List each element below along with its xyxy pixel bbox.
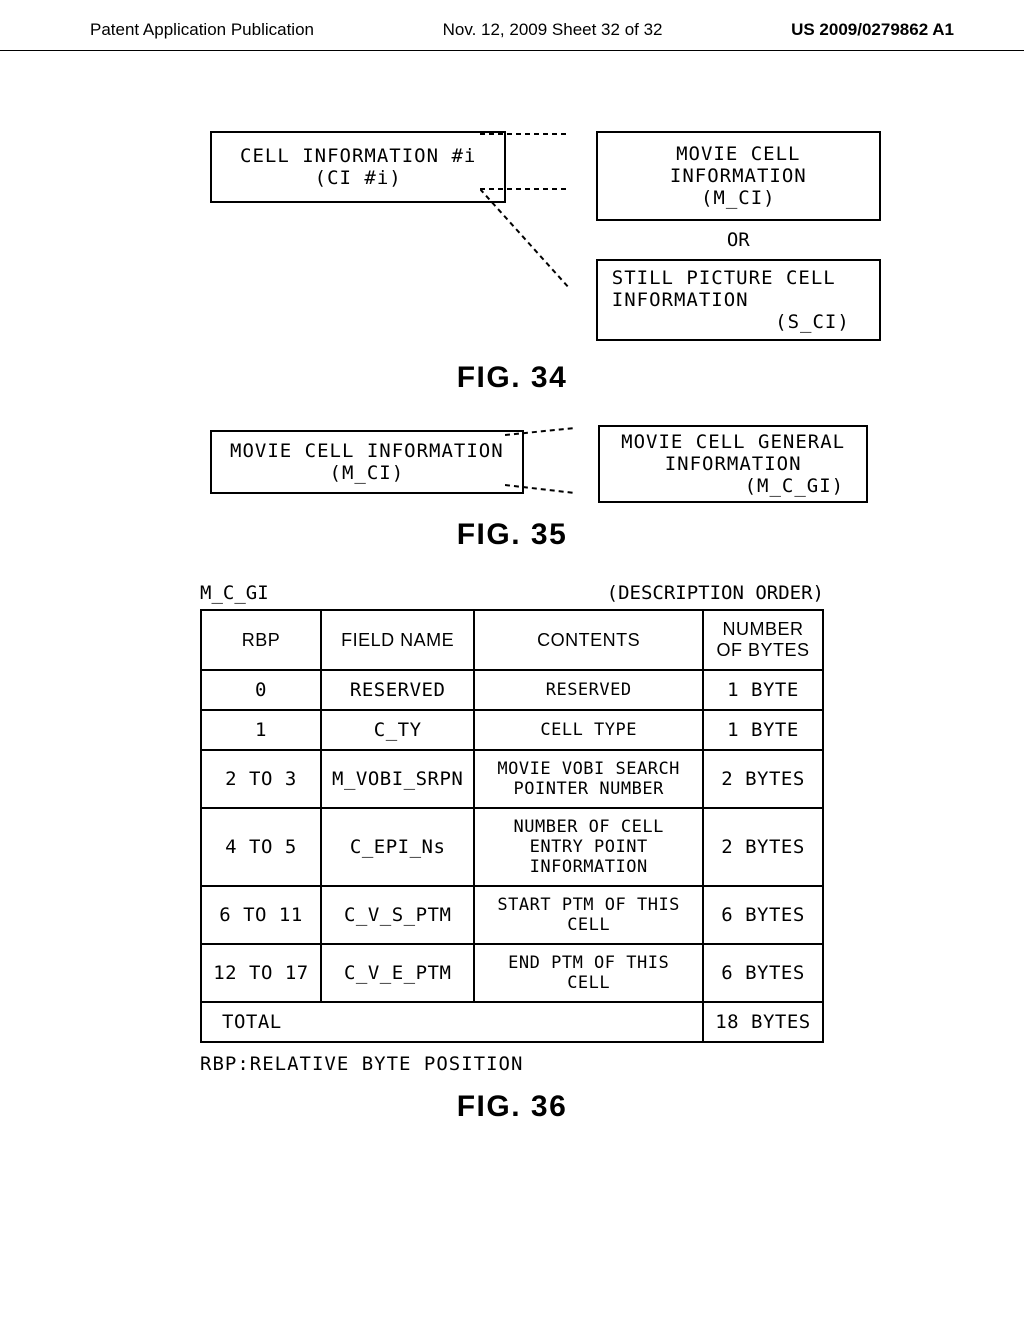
cell-bytes: 6 BYTES	[703, 944, 823, 1002]
table-order-label: (DESCRIPTION ORDER)	[607, 582, 824, 604]
table-row: 6 TO 11 C_V_S_PTM START PTM OF THIS CELL…	[201, 886, 823, 944]
table-row: 12 TO 17 C_V_E_PTM END PTM OF THIS CELL …	[201, 944, 823, 1002]
cell-bytes: 2 BYTES	[703, 808, 823, 886]
table-header-row: RBP FIELD NAME CONTENTS NUMBER OF BYTES	[201, 610, 823, 670]
col-rbp-header: RBP	[201, 610, 321, 670]
cell-contents: END PTM OF THIS CELL	[474, 944, 703, 1002]
table-row: 1 C_TY CELL TYPE 1 BYTE	[201, 710, 823, 750]
mcgi-table: RBP FIELD NAME CONTENTS NUMBER OF BYTES …	[200, 609, 824, 1043]
cell-rbp: 6 TO 11	[201, 886, 321, 944]
cell-contents: START PTM OF THIS CELL	[474, 886, 703, 944]
fig34-right-boxes: MOVIE CELL INFORMATION (M_CI) OR STILL P…	[596, 131, 881, 341]
table-total-row: TOTAL 18 BYTES	[201, 1002, 823, 1042]
cell-contents: CELL TYPE	[474, 710, 703, 750]
still-picture-cell-box: STILL PICTURE CELL INFORMATION (S_CI)	[596, 259, 881, 341]
movie-cell-info-box-35: MOVIE CELL INFORMATION (M_CI)	[210, 430, 524, 494]
content-area: CELL INFORMATION #i (CI #i) MOVIE CELL I…	[0, 131, 1024, 1124]
table-row: 4 TO 5 C_EPI_Ns NUMBER OF CELL ENTRY POI…	[201, 808, 823, 886]
sci-line2: INFORMATION	[612, 289, 865, 311]
table-row: 2 TO 3 M_VOBI_SRPN MOVIE VOBI SEARCH POI…	[201, 750, 823, 808]
mci35-line2: (M_CI)	[230, 462, 504, 484]
table-name-label: M_C_GI	[200, 582, 269, 604]
cell-rbp: 1	[201, 710, 321, 750]
cell-bytes: 2 BYTES	[703, 750, 823, 808]
fig35-label: FIG. 35	[90, 518, 934, 552]
movie-cell-info-box: MOVIE CELL INFORMATION (M_CI)	[596, 131, 881, 221]
sci-line3: (S_CI)	[612, 311, 865, 333]
ci-label-line2: (CI #i)	[240, 167, 476, 189]
mci-line2: (M_CI)	[612, 187, 865, 209]
table-row: 0 RESERVED RESERVED 1 BYTE	[201, 670, 823, 710]
figure-35: MOVIE CELL INFORMATION (M_CI) MOVIE CELL…	[210, 425, 934, 503]
movie-cell-general-info-box: MOVIE CELL GENERAL INFORMATION (M_C_GI)	[598, 425, 868, 503]
cell-rbp: 12 TO 17	[201, 944, 321, 1002]
ci-label-line1: CELL INFORMATION #i	[240, 145, 476, 167]
fig34-label: FIG. 34	[90, 361, 934, 395]
cell-bytes: 1 BYTE	[703, 670, 823, 710]
mcgi-line1: MOVIE CELL GENERAL	[612, 431, 854, 453]
or-separator: OR	[596, 221, 881, 259]
fig36-label: FIG. 36	[90, 1090, 934, 1124]
col-field-header: FIELD NAME	[321, 610, 474, 670]
header-publication: Patent Application Publication	[90, 20, 314, 40]
col-bytes-header: NUMBER OF BYTES	[703, 610, 823, 670]
total-label: TOTAL	[201, 1002, 703, 1042]
cell-field: C_V_S_PTM	[321, 886, 474, 944]
cell-field: M_VOBI_SRPN	[321, 750, 474, 808]
mcgi-line3: (M_C_GI)	[612, 475, 854, 497]
cell-information-box: CELL INFORMATION #i (CI #i)	[210, 131, 506, 203]
header-date-sheet: Nov. 12, 2009 Sheet 32 of 32	[443, 20, 663, 40]
cell-bytes: 1 BYTE	[703, 710, 823, 750]
cell-bytes: 6 BYTES	[703, 886, 823, 944]
cell-field: RESERVED	[321, 670, 474, 710]
mci-line1: MOVIE CELL INFORMATION	[612, 143, 865, 187]
page-header: Patent Application Publication Nov. 12, …	[0, 0, 1024, 51]
cell-field: C_TY	[321, 710, 474, 750]
total-bytes: 18 BYTES	[703, 1002, 823, 1042]
header-patent-number: US 2009/0279862 A1	[791, 20, 954, 40]
cell-field: C_EPI_Ns	[321, 808, 474, 886]
cell-rbp: 4 TO 5	[201, 808, 321, 886]
cell-rbp: 0	[201, 670, 321, 710]
col-contents-header: CONTENTS	[474, 610, 703, 670]
figure-34: CELL INFORMATION #i (CI #i) MOVIE CELL I…	[210, 131, 934, 341]
cell-contents: RESERVED	[474, 670, 703, 710]
sci-line1: STILL PICTURE CELL	[612, 267, 865, 289]
table-header-labels: M_C_GI (DESCRIPTION ORDER)	[200, 582, 824, 604]
cell-contents: MOVIE VOBI SEARCH POINTER NUMBER	[474, 750, 703, 808]
mcgi-line2: INFORMATION	[612, 453, 854, 475]
cell-field: C_V_E_PTM	[321, 944, 474, 1002]
mci35-line1: MOVIE CELL INFORMATION	[230, 440, 504, 462]
cell-rbp: 2 TO 3	[201, 750, 321, 808]
cell-contents: NUMBER OF CELL ENTRY POINT INFORMATION	[474, 808, 703, 886]
table-footer-note: RBP:RELATIVE BYTE POSITION	[200, 1053, 824, 1075]
